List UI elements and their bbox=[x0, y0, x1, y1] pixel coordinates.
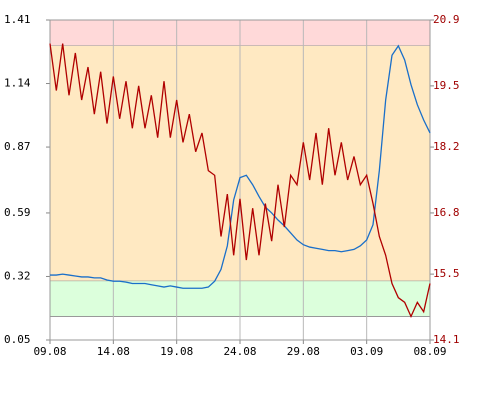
y2-tick-label: 15.5 bbox=[433, 267, 460, 280]
y2-tick-label: 14.1 bbox=[433, 333, 460, 346]
y-tick-label: 1.14 bbox=[4, 77, 31, 90]
y-tick-label: 1.41 bbox=[4, 13, 31, 26]
plot-frame bbox=[49, 19, 431, 341]
x-tick-label: 14.08 bbox=[97, 345, 130, 358]
y-tick-label: 0.05 bbox=[4, 333, 31, 346]
y2-tick-label: 19.5 bbox=[433, 79, 460, 92]
x-tick-label: 03.09 bbox=[350, 345, 383, 358]
y-tick-label: 0.87 bbox=[4, 140, 31, 153]
x-tick-label: 19.08 bbox=[160, 345, 193, 358]
series-line bbox=[50, 44, 431, 289]
y2-tick-label: 20.9 bbox=[433, 13, 460, 26]
y2-tick-label: 18.2 bbox=[433, 140, 460, 153]
y-tick-label: 0.59 bbox=[4, 206, 31, 219]
x-tick-label: 09.08 bbox=[33, 345, 66, 358]
x-tick-label: 29.08 bbox=[287, 345, 320, 358]
y2-tick-label: 16.8 bbox=[433, 206, 460, 219]
series-line bbox=[49, 43, 431, 319]
x-tick-label: 24.08 bbox=[223, 345, 256, 358]
x-tick-label: 08.09 bbox=[413, 345, 446, 358]
y-tick-label: 0.32 bbox=[4, 269, 31, 282]
